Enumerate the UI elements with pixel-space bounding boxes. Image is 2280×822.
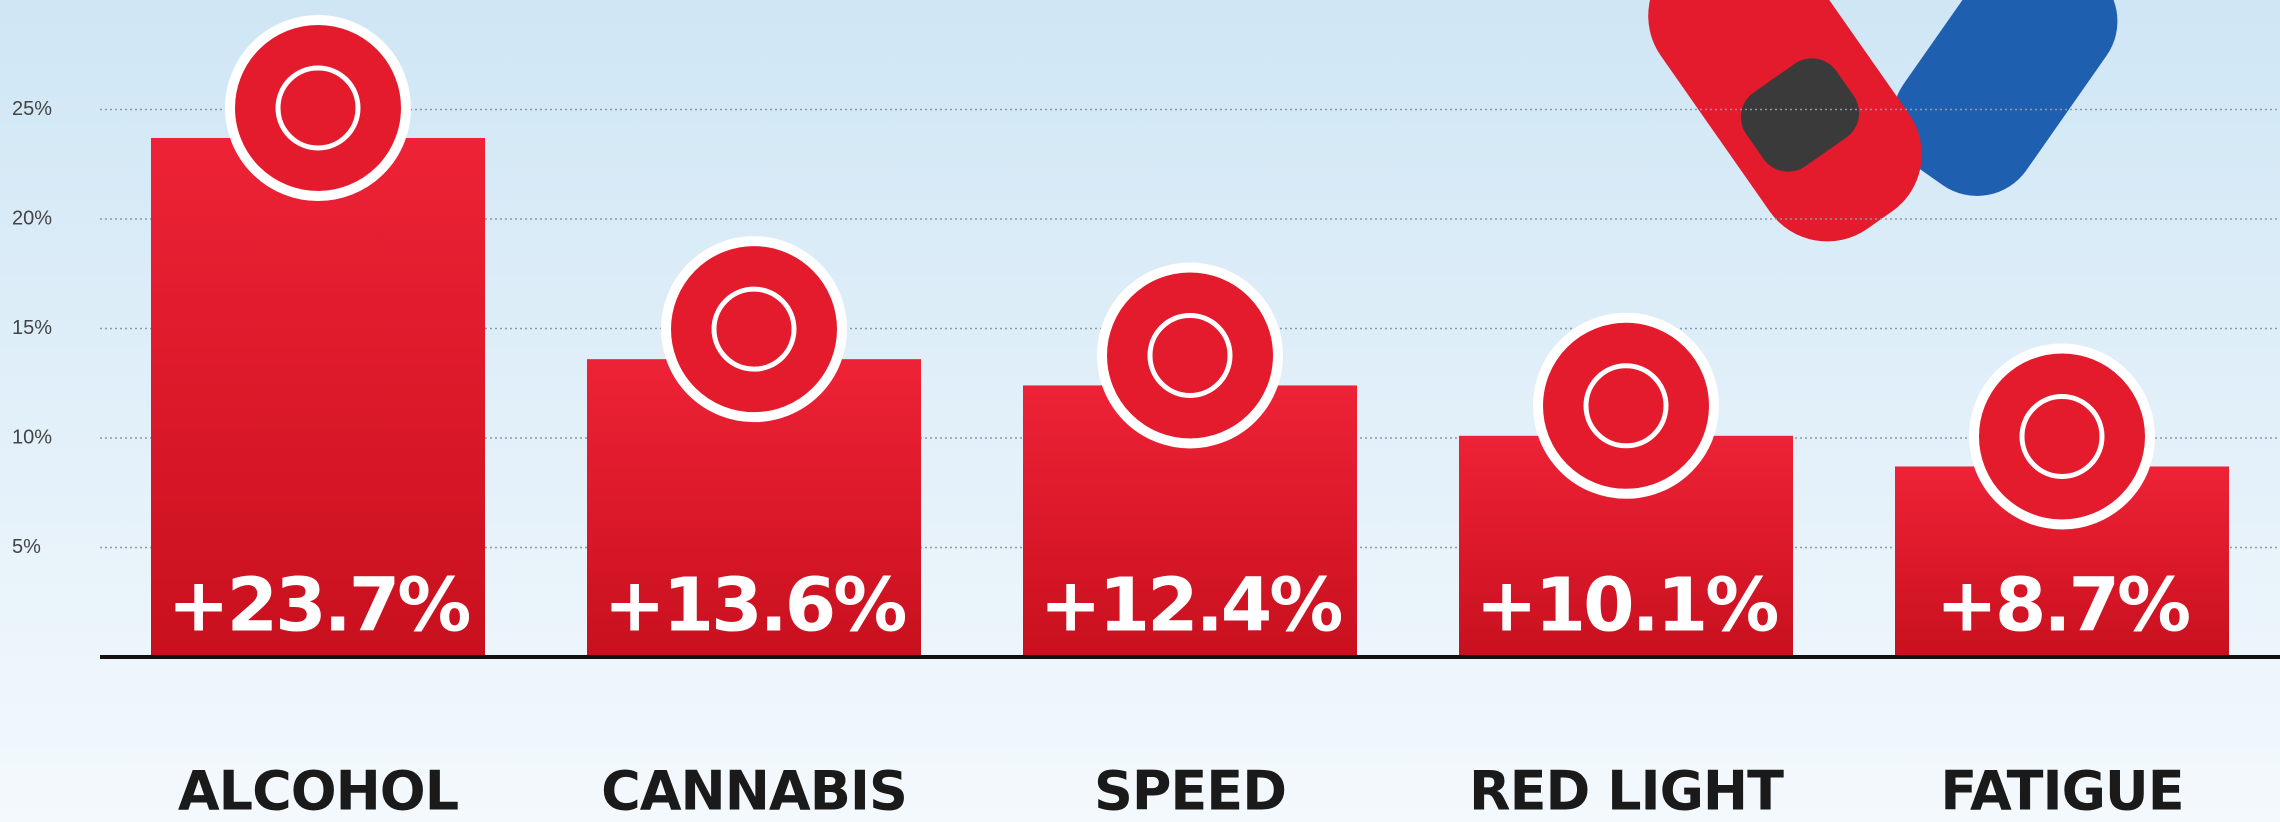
icon-badge xyxy=(1974,348,2150,524)
chart: 5% 10% 15% 20% 25% +23.7% ALCOHOL +13.6% CANNABI… xyxy=(0,0,2280,822)
value-label: +12.4% xyxy=(1040,563,1342,649)
icon-badge xyxy=(230,20,406,196)
x-tick-label: ALCOHOL xyxy=(178,760,458,822)
value-label: +23.7% xyxy=(168,563,470,649)
value-label: +8.7% xyxy=(1936,563,2189,649)
y-tick-label: 10% xyxy=(12,426,52,448)
y-tick-label: 15% xyxy=(12,317,52,339)
value-label: +13.6% xyxy=(604,563,906,649)
x-tick-label: RED LIGHT xyxy=(1469,760,1784,822)
icon-badge xyxy=(1102,267,1278,443)
y-tick-label: 20% xyxy=(12,207,52,229)
icon-badge xyxy=(666,241,842,417)
icon-badge xyxy=(1538,318,1714,494)
x-tick-label: SPEED xyxy=(1094,760,1286,822)
x-tick-label: FATIGUE xyxy=(1940,760,2183,822)
y-tick-label: 25% xyxy=(12,98,52,120)
x-tick-label: CANNABIS xyxy=(601,760,907,822)
value-label: +10.1% xyxy=(1476,563,1778,649)
y-tick-label: 5% xyxy=(12,536,41,558)
